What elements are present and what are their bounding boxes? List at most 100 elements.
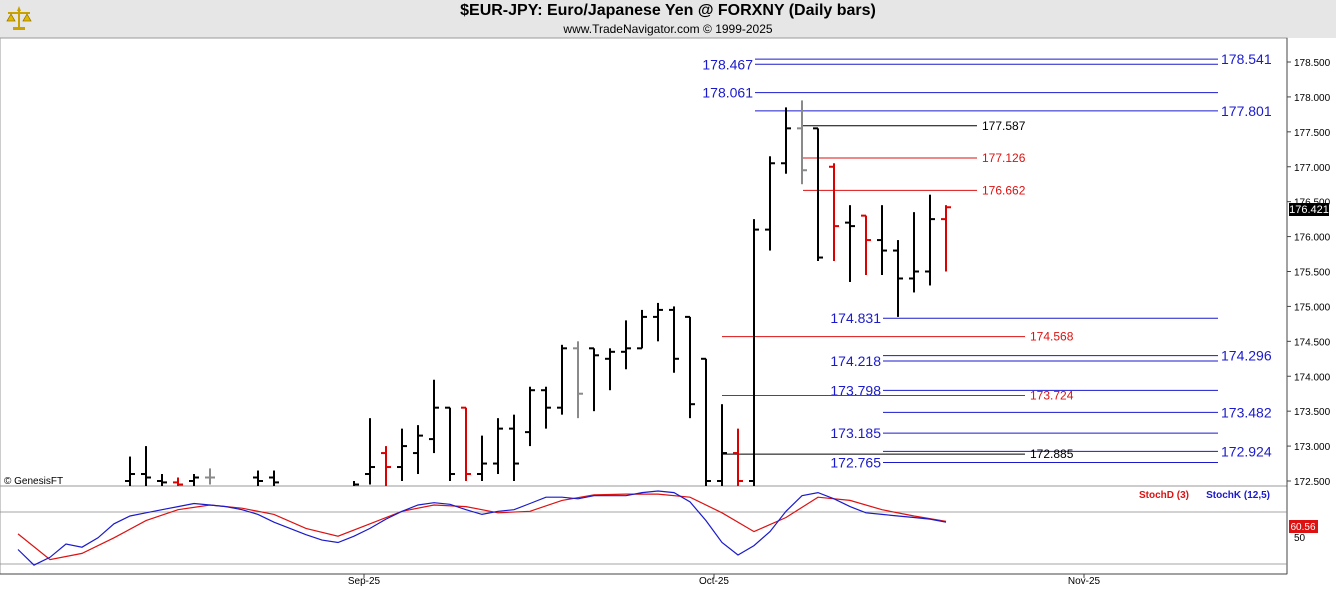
price-bar (397, 428, 407, 481)
level-label: 178.467 (702, 56, 753, 72)
price-bar (893, 240, 903, 317)
y-tick-label: 174.500 (1294, 337, 1331, 348)
price-bar (525, 386, 535, 447)
price-bar (125, 456, 135, 486)
x-axis-ticks: Sep-25 Oct-25 Nov-25 (348, 574, 1101, 587)
level-label: 174.218 (830, 353, 881, 369)
level-label: 177.126 (982, 151, 1026, 165)
price-bar (749, 219, 759, 486)
price-bar (541, 386, 551, 429)
price-bar (573, 341, 583, 419)
stochd-line (17, 493, 947, 561)
stoch-y-tick: 50 (1294, 533, 1306, 544)
price-bar (509, 414, 519, 481)
level-label: 174.568 (1030, 330, 1074, 344)
level-label: 173.185 (830, 425, 881, 441)
price-bar (733, 428, 743, 486)
price-bar (353, 481, 359, 486)
y-tick-label: 175.000 (1294, 302, 1331, 313)
price-bar (173, 477, 183, 486)
price-bar (669, 306, 679, 373)
chart-header: $EUR-JPY: Euro/Japanese Yen @ FORXNY (Da… (0, 0, 1336, 38)
price-bar (925, 194, 935, 286)
legend-stochk: StochK (12,5) (1206, 490, 1270, 501)
price-bar (589, 347, 599, 412)
price-bar (557, 344, 567, 415)
price-bar (461, 406, 471, 481)
price-bar (797, 100, 807, 185)
y-tick-label: 175.500 (1294, 268, 1331, 279)
price-bar (205, 468, 215, 485)
y-axis-ticks: 172.500 173.000 173.500 174.000 174.500 175.0… (1287, 58, 1331, 488)
price-bar (493, 418, 503, 475)
level-label: 176.662 (982, 183, 1026, 197)
price-bar (477, 435, 487, 481)
price-bar (829, 163, 839, 262)
level-label: 177.587 (982, 119, 1026, 133)
level-label: 174.296 (1221, 348, 1272, 364)
price-bar (141, 446, 151, 486)
last-price-label: 176.421 (1289, 204, 1329, 216)
level-label: 173.482 (1221, 404, 1272, 420)
price-bar (701, 357, 711, 486)
level-label: 173.798 (830, 382, 881, 398)
price-bar (861, 214, 871, 275)
chart-subtitle: www.TradeNavigator.com © 1999-2025 (563, 22, 773, 36)
price-bar (653, 302, 663, 342)
price-bar (813, 127, 823, 262)
level-lines: 178.541 178.467 178.061 177.801 177.587 177.1… (702, 51, 1271, 470)
price-bar (413, 425, 423, 475)
price-panel (0, 37, 1288, 487)
y-tick-label: 176.000 (1294, 233, 1331, 244)
watermark: © GenesisFT (4, 476, 63, 487)
price-bar (637, 309, 647, 350)
price-bar (445, 406, 455, 481)
legend-stochd: StochD (3) (1139, 490, 1189, 501)
price-bar (429, 379, 439, 454)
gold-scales-icon (6, 6, 32, 30)
y-tick-label: 177.000 (1294, 163, 1331, 174)
price-bar (189, 474, 199, 486)
y-tick-label: 173.500 (1294, 407, 1331, 418)
stochastic-lines (17, 490, 947, 566)
stochk-line (17, 490, 947, 566)
x-tick-label: Nov-25 (1068, 576, 1101, 587)
level-label: 174.831 (830, 310, 881, 326)
level-label: 172.765 (830, 454, 881, 470)
price-bar (941, 205, 951, 272)
y-tick-label: 174.000 (1294, 372, 1331, 383)
last-price-box (1289, 203, 1329, 216)
price-bars (125, 100, 951, 486)
price-bar (253, 470, 263, 486)
stochastic-panel (0, 485, 1288, 575)
level-label: 172.885 (1030, 447, 1074, 461)
price-bar (717, 404, 727, 486)
x-tick-label: Oct-25 (699, 576, 729, 587)
stoch-value-label: 60.56 (1290, 522, 1315, 533)
price-bar (365, 418, 375, 485)
price-bar (269, 470, 279, 486)
price-bar (765, 156, 775, 251)
price-bar (909, 212, 919, 293)
y-tick-label: 173.000 (1294, 442, 1331, 453)
y-tick-label: 177.500 (1294, 128, 1331, 139)
price-bar (605, 348, 615, 391)
price-bar (621, 320, 631, 370)
price-bar (685, 315, 695, 419)
y-tick-label: 172.500 (1294, 477, 1331, 488)
price-bar (877, 205, 887, 275)
level-label: 178.061 (702, 85, 753, 101)
price-bar (381, 446, 391, 486)
level-label: 177.801 (1221, 103, 1272, 119)
stoch-value-box (1289, 520, 1318, 533)
level-label: 178.541 (1221, 51, 1272, 67)
level-label: 172.924 (1221, 443, 1272, 459)
y-tick-label: 178.500 (1294, 58, 1331, 69)
level-label: 173.724 (1030, 389, 1074, 403)
price-bar (781, 107, 791, 174)
y-tick-label: 178.000 (1294, 93, 1331, 104)
price-bar (845, 205, 855, 282)
price-bar (157, 474, 167, 486)
x-tick-label: Sep-25 (348, 576, 381, 587)
